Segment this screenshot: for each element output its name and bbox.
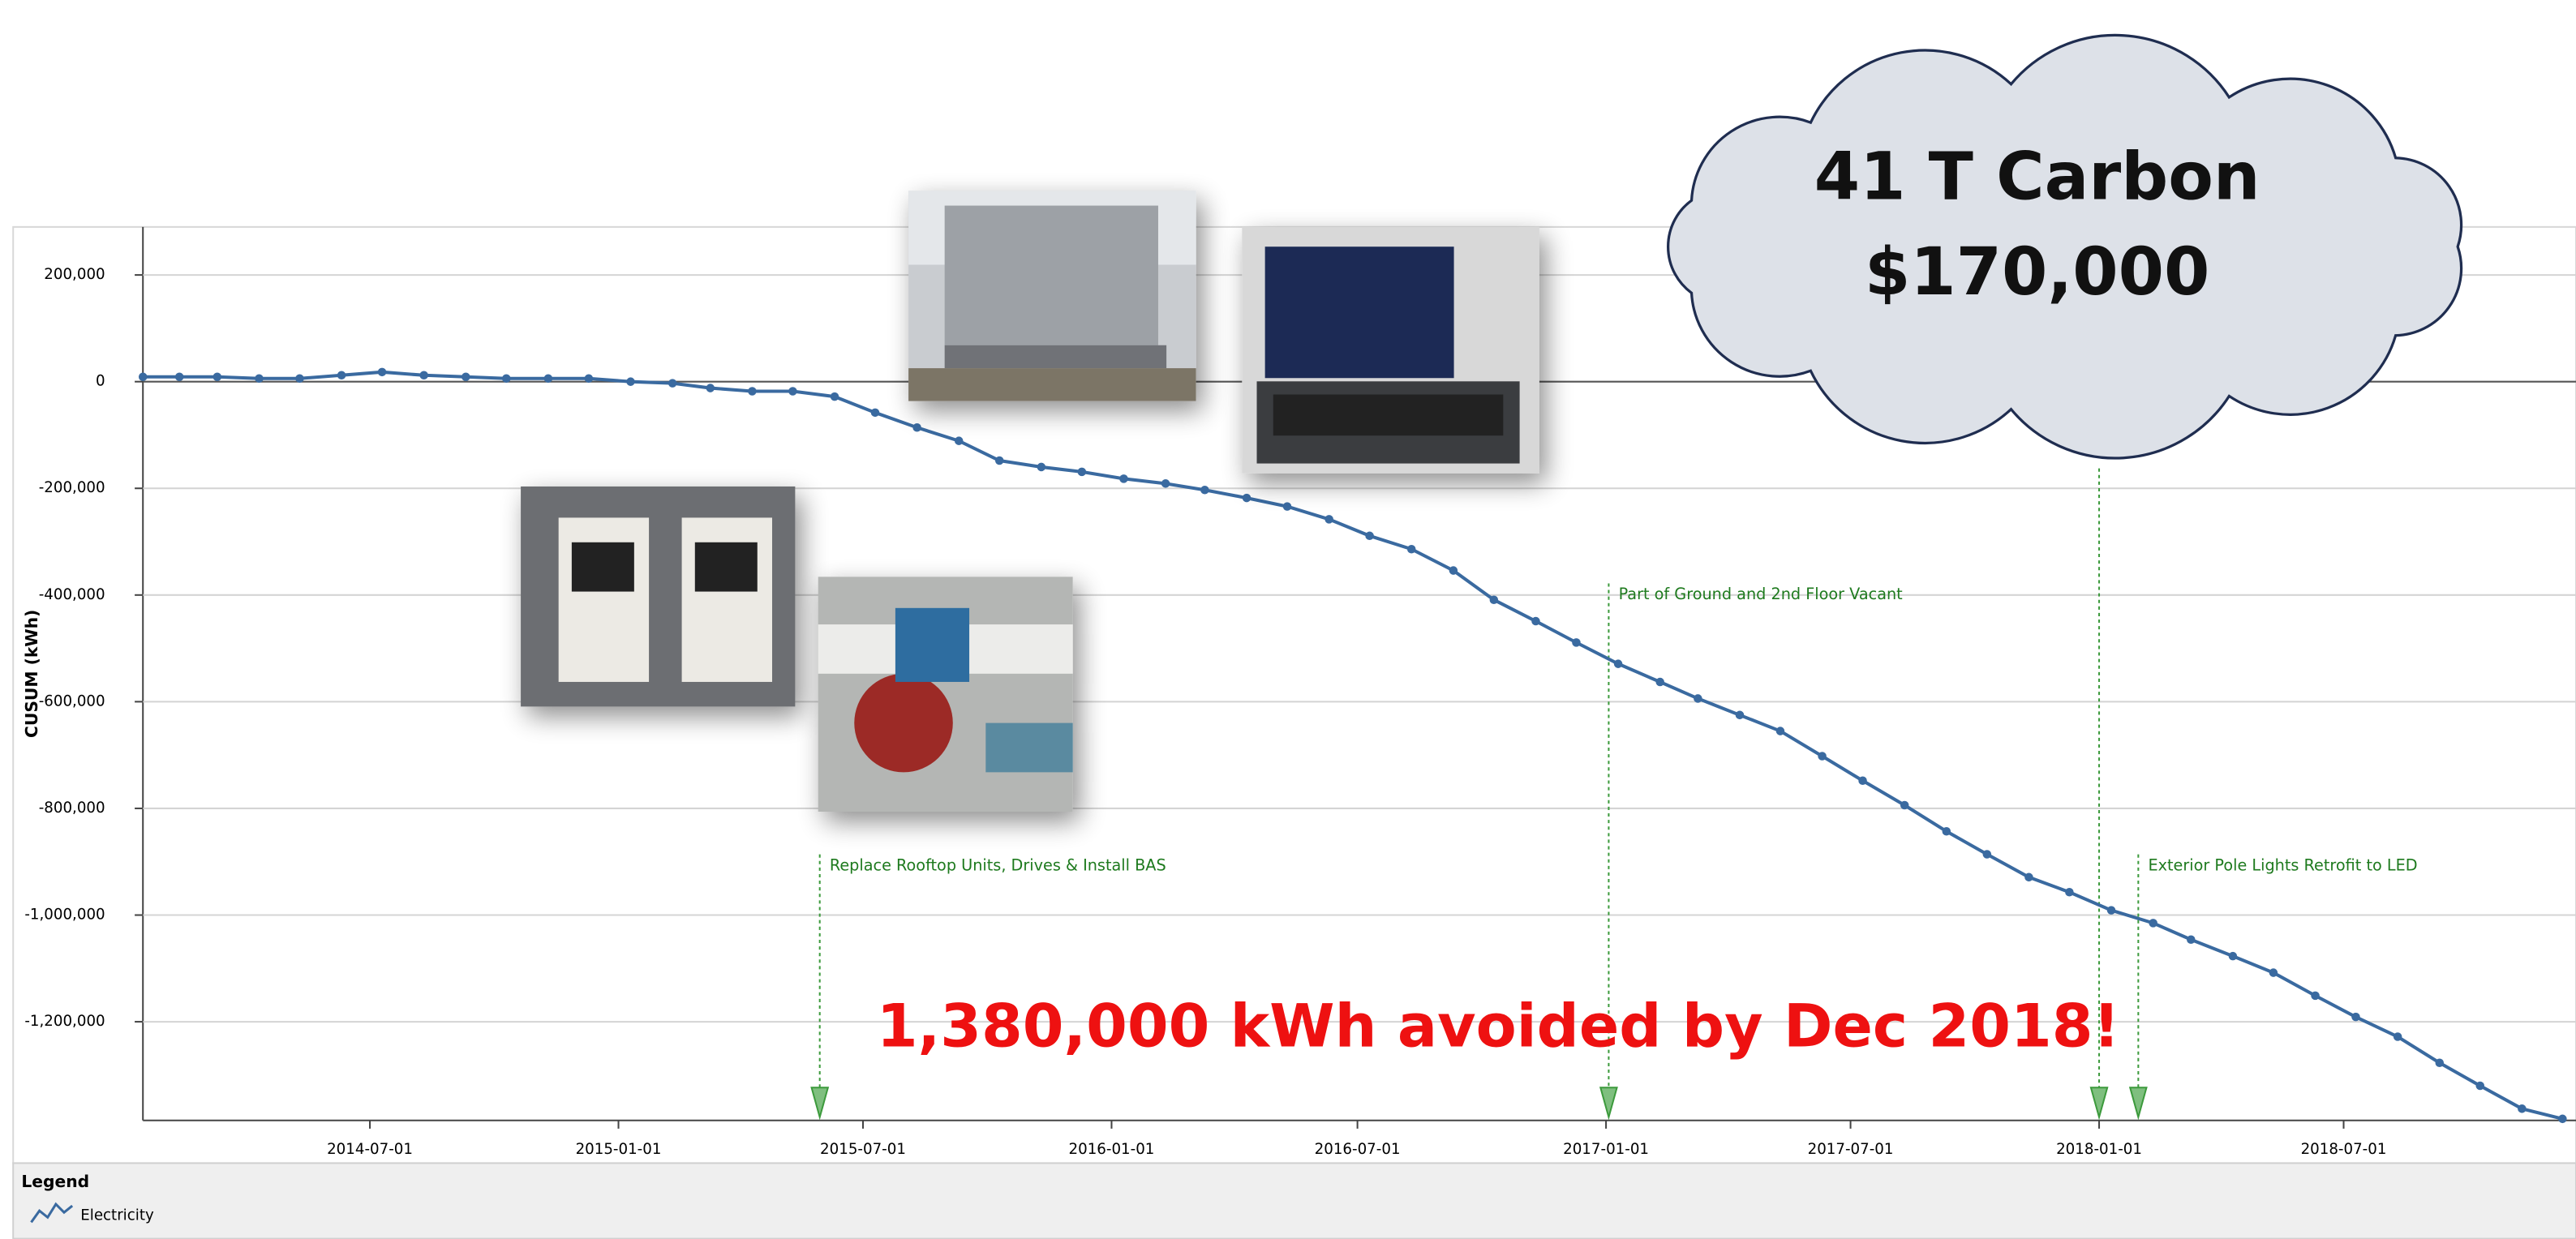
x-tick-label: 2016-07-01 xyxy=(1315,1141,1401,1158)
data-point xyxy=(1490,595,1499,604)
data-point xyxy=(1407,545,1416,554)
data-point xyxy=(1900,801,1909,810)
y-tick-label: -400,000 xyxy=(39,586,105,603)
data-point xyxy=(1943,827,1951,836)
data-point xyxy=(831,392,839,401)
data-point xyxy=(1531,617,1540,626)
headline: 1,380,000 kWh avoided by Dec 2018! xyxy=(877,992,2120,1061)
x-tick-label: 2015-07-01 xyxy=(820,1141,906,1158)
data-point xyxy=(295,374,304,383)
data-point xyxy=(1161,479,1170,488)
data-point xyxy=(462,372,470,381)
y-tick-label: -1,000,000 xyxy=(24,907,105,924)
photo-pump xyxy=(818,577,1073,812)
data-point xyxy=(995,457,1004,465)
chart: CUSUM (kWh) Legend Electricity 200,000 0 -… xyxy=(0,0,2576,1239)
page: {"chart_data": { "type": "line", "y_labe… xyxy=(0,0,2576,1239)
data-point xyxy=(544,374,553,383)
data-point xyxy=(2187,936,2196,945)
data-point xyxy=(706,384,715,392)
data-point xyxy=(2229,952,2238,961)
x-tick-label: 2015-01-01 xyxy=(576,1141,662,1158)
data-point xyxy=(1037,463,1046,472)
y-axis-title: CUSUM (kWh) xyxy=(22,610,41,738)
x-tick-label: 2014-07-01 xyxy=(327,1141,413,1158)
data-point xyxy=(871,409,880,418)
event-label: Part of Ground and 2nd Floor Vacant xyxy=(1619,585,1904,603)
photo-laptop xyxy=(1242,227,1539,474)
data-point xyxy=(378,368,387,377)
data-point xyxy=(1776,727,1785,735)
y-tick-label: -600,000 xyxy=(39,692,105,710)
x-tick-label: 2017-07-01 xyxy=(1808,1141,1894,1158)
data-point xyxy=(912,423,921,432)
data-point xyxy=(2518,1104,2527,1113)
x-tick-label: 2018-01-01 xyxy=(2056,1141,2142,1158)
callout-line: $170,000 xyxy=(1865,234,2209,311)
photo-rooftop-unit xyxy=(908,191,1196,401)
x-tick-label: 2016-01-01 xyxy=(1069,1141,1155,1158)
event-label: Replace Rooftop Units, Drives & Install … xyxy=(830,855,1166,874)
data-point xyxy=(2149,919,2157,928)
data-point xyxy=(1614,659,1623,668)
data-point xyxy=(1324,515,1333,524)
data-point xyxy=(955,436,964,445)
data-point xyxy=(668,379,677,388)
callout-line: 41 T Carbon xyxy=(1814,139,2260,216)
data-point xyxy=(2394,1032,2402,1041)
data-point xyxy=(502,374,511,383)
data-point xyxy=(626,377,635,386)
photo-drives xyxy=(521,487,795,706)
data-point xyxy=(748,387,757,396)
data-point xyxy=(2558,1115,2567,1124)
data-point xyxy=(2436,1058,2445,1067)
data-point xyxy=(2311,992,2320,1001)
legend-panel xyxy=(13,1163,2576,1238)
data-point xyxy=(1200,486,1209,495)
data-point xyxy=(1283,502,1292,511)
data-point xyxy=(1119,474,1128,483)
data-point xyxy=(2351,1013,2360,1022)
data-point xyxy=(1078,468,1087,477)
data-point xyxy=(2269,968,2278,977)
data-point xyxy=(1736,711,1745,720)
data-point xyxy=(1858,776,1867,785)
y-tick-label: -1,200,000 xyxy=(24,1013,105,1030)
data-point xyxy=(1449,566,1458,575)
data-point xyxy=(1694,694,1702,703)
legend-title: Legend xyxy=(21,1172,89,1191)
event-label: Exterior Pole Lights Retrofit to LED xyxy=(2148,855,2417,874)
y-tick-label: -800,000 xyxy=(39,800,105,817)
data-point xyxy=(2065,888,2074,897)
data-point xyxy=(1243,494,1252,503)
y-tick-label: 0 xyxy=(96,373,105,390)
y-tick-label: -200,000 xyxy=(39,479,105,496)
data-point xyxy=(1983,850,1992,859)
data-point xyxy=(2475,1082,2484,1091)
data-point xyxy=(1572,638,1581,647)
data-point xyxy=(585,374,594,383)
data-point xyxy=(1818,752,1827,761)
data-point xyxy=(1365,532,1374,541)
data-point xyxy=(337,371,346,380)
data-point xyxy=(788,387,797,396)
legend-label: Electricity xyxy=(80,1207,154,1224)
data-point xyxy=(139,372,148,381)
x-tick-label: 2018-07-01 xyxy=(2301,1141,2387,1158)
data-point xyxy=(2107,906,2116,915)
data-point xyxy=(255,374,264,383)
data-point xyxy=(419,371,428,380)
y-tick-label: 200,000 xyxy=(44,266,105,283)
x-tick-label: 2017-01-01 xyxy=(1563,1141,1649,1158)
data-point xyxy=(175,372,184,381)
data-point xyxy=(2024,873,2033,882)
data-point xyxy=(1655,678,1664,687)
data-point xyxy=(213,372,222,381)
